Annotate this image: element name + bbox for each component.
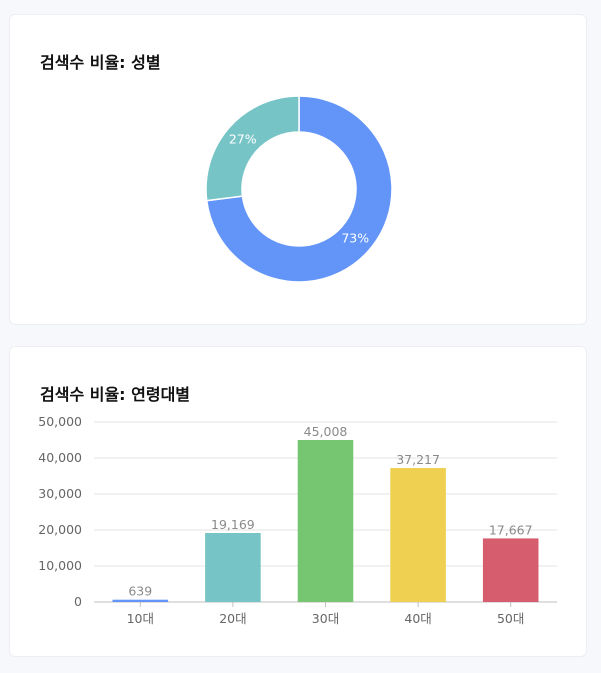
x-tick-label: 20대 [219, 611, 246, 626]
bar-50대 [482, 538, 539, 602]
x-tick-label: 30대 [312, 611, 339, 626]
age-bar-chart: 639 19,169 45,008 37,217 17,667 0 10,000 20,00… [38, 414, 557, 626]
gender-donut-chart: 73% 27% [205, 95, 393, 283]
bar-value-label: 37,217 [396, 452, 440, 467]
bar-30대 [297, 439, 354, 602]
y-tick-label: 0 [74, 594, 82, 609]
gender-ratio-card: 검색수 비율: 성별 73% 27% [9, 14, 587, 325]
bar-value-label: 19,169 [211, 517, 255, 532]
y-tick-label: 30,000 [38, 486, 82, 501]
bar-10대 [112, 599, 169, 602]
x-tick-label: 40대 [404, 611, 431, 626]
bar-value-label: 45,008 [304, 424, 348, 439]
y-tick-label: 20,000 [38, 522, 82, 537]
y-tick-label: 10,000 [38, 558, 82, 573]
bar-value-label: 639 [128, 584, 152, 599]
bar-value-label: 17,667 [489, 522, 533, 537]
y-tick-label: 50,000 [38, 414, 82, 429]
donut-slice-1 [205, 95, 300, 202]
bar-40대 [390, 468, 446, 602]
bar-20대 [205, 532, 261, 602]
donut-slice-label-0: 73% [341, 231, 369, 246]
donut-slice-0 [205, 95, 393, 283]
age-ratio-card: 검색수 비율: 연령대별 639 19,169 45,008 37,217 17,667… [9, 346, 587, 657]
x-tick-label: 10대 [127, 611, 154, 626]
y-tick-label: 40,000 [38, 450, 82, 465]
donut-slice-label-1: 27% [229, 131, 257, 146]
gender-card-title: 검색수 비율: 성별 [40, 53, 161, 72]
age-card-title: 검색수 비율: 연령대별 [40, 385, 191, 404]
x-tick-label: 50대 [497, 611, 524, 626]
